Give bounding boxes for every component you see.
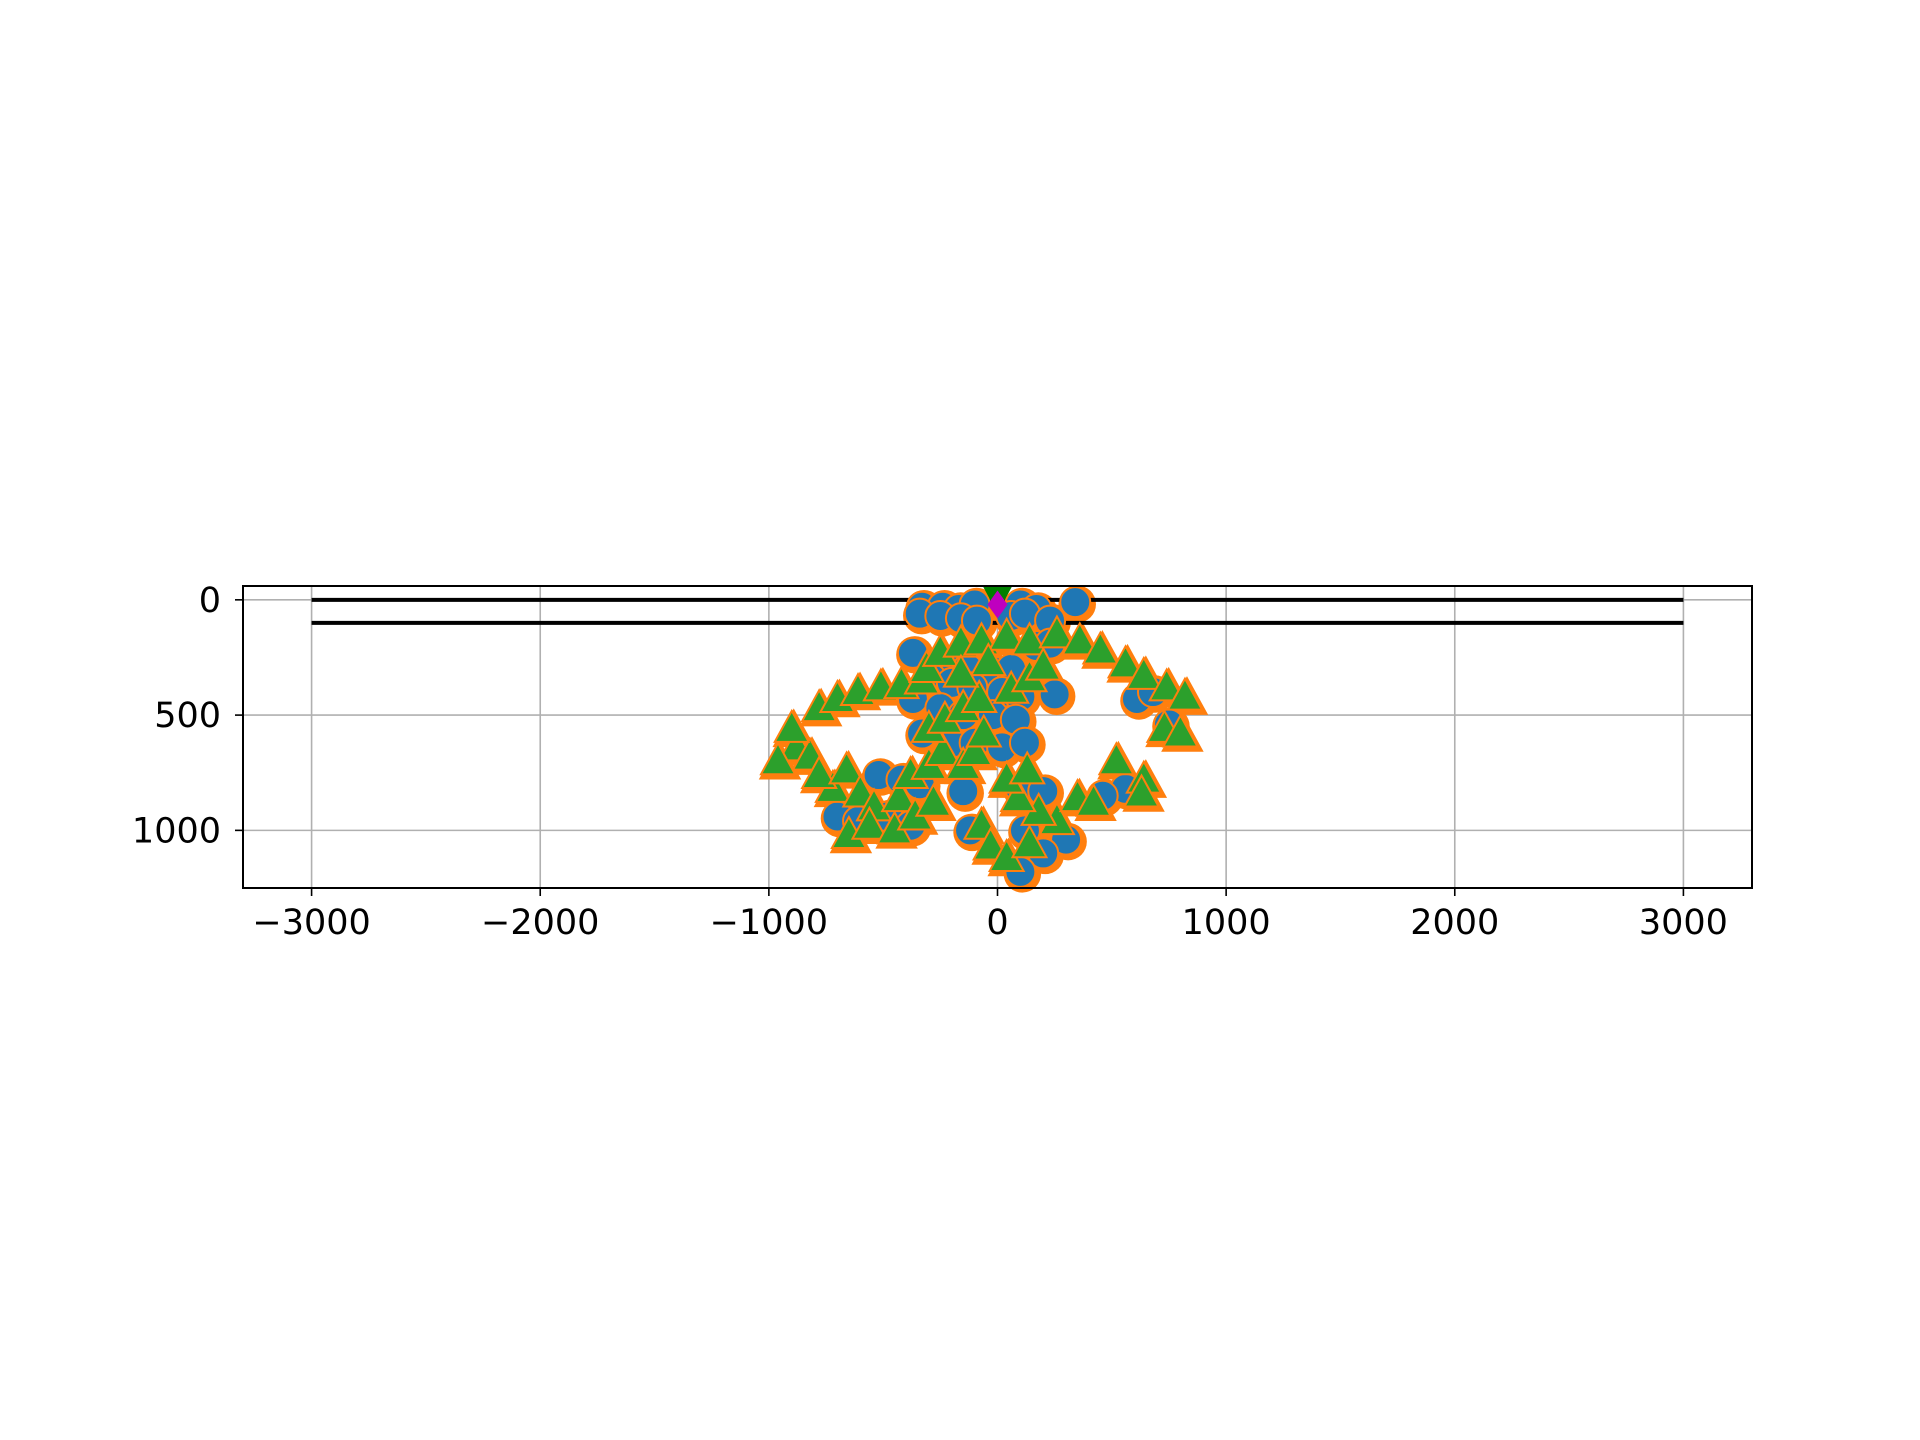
triangle-point [1125, 655, 1163, 690]
triangle-point [1074, 782, 1113, 817]
circle-point [1059, 586, 1092, 619]
circle-point [1038, 678, 1071, 711]
triangle-point [1161, 713, 1200, 748]
tick-labels: −3000 −2000 −1000 0 1000 2000 3000 0 500 1000 [132, 581, 1728, 943]
triangle-point [999, 778, 1037, 813]
y-tick-label: 500 [154, 696, 221, 736]
triangle-point [827, 750, 866, 785]
x-tick-label: 1000 [1182, 903, 1271, 943]
triangle-point [914, 782, 953, 817]
triangle-point [1097, 741, 1136, 776]
triangle-point [955, 731, 994, 766]
x-tick-label: −3000 [252, 903, 370, 943]
triangle-point [1166, 676, 1204, 711]
y-tick-label: 0 [199, 581, 221, 621]
triangle-point [942, 653, 980, 688]
triangle-point [1038, 614, 1076, 649]
triangle-point [1081, 630, 1120, 665]
triangle-point [759, 741, 797, 776]
circle-point [1008, 726, 1041, 759]
circle-point [947, 775, 980, 808]
x-tick-label: 0 [986, 903, 1008, 943]
triangle-point [800, 754, 838, 790]
triangle-point [1010, 621, 1049, 656]
triangle-point [960, 678, 998, 713]
triangle-point [1008, 750, 1046, 785]
series-triangle [759, 614, 1204, 873]
triangle-point [969, 641, 1008, 677]
triangle-point [1024, 646, 1062, 681]
x-tick-label: 3000 [1639, 903, 1728, 943]
triangle-point [1122, 773, 1161, 808]
triangle-point [1010, 824, 1049, 859]
triangle-point [1148, 667, 1186, 702]
diamond-point [987, 590, 1008, 619]
triangle-point [880, 778, 918, 813]
plot-frame [242, 585, 1753, 889]
triangle-point [987, 616, 1026, 651]
triangle-point [850, 805, 889, 840]
y-tick-label: 1000 [132, 811, 221, 851]
triangle-point [773, 708, 811, 743]
triangle-point [923, 731, 962, 766]
series-diamond [987, 590, 1008, 619]
x-tick-label: −2000 [481, 903, 599, 943]
triangle-point [965, 713, 1003, 748]
triangle-point [1106, 644, 1145, 679]
x-tick-label: 2000 [1410, 903, 1499, 943]
triangle-point [1061, 621, 1099, 656]
data-markers [759, 585, 1204, 888]
x-tick-label: −1000 [710, 903, 828, 943]
